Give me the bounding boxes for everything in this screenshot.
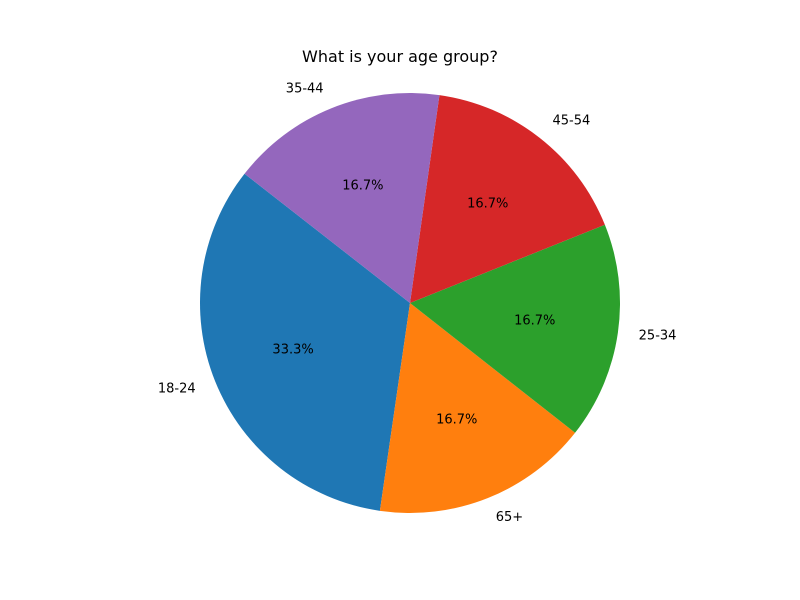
pie-slice-18-24 — [200, 173, 410, 511]
pie-slice-35-44 — [244, 92, 440, 304]
pie-slice-25-34 — [410, 224, 621, 433]
slice-percentage: 16.7% — [436, 413, 477, 428]
slice-label: 18-24 — [158, 382, 196, 397]
slice-label: 45-54 — [553, 114, 591, 129]
chart-title: What is your age group? — [302, 47, 498, 66]
slice-percentage: 33.3% — [272, 342, 313, 357]
slice-percentage: 16.7% — [514, 313, 555, 328]
pie-slice-65- — [379, 303, 576, 513]
pie-slices — [200, 92, 621, 513]
pie-labels: 18-24 33.3% 65+ 16.7% 25-34 16.7% 45-54 16.7% 35… — [158, 81, 677, 525]
slice-label: 65+ — [496, 510, 523, 525]
slice-percentage: 16.7% — [467, 196, 508, 211]
slice-label: 25-34 — [639, 328, 677, 343]
slice-percentage: 16.7% — [342, 179, 383, 194]
slice-label: 35-44 — [286, 81, 324, 96]
pie-slice-45-54 — [410, 95, 605, 303]
